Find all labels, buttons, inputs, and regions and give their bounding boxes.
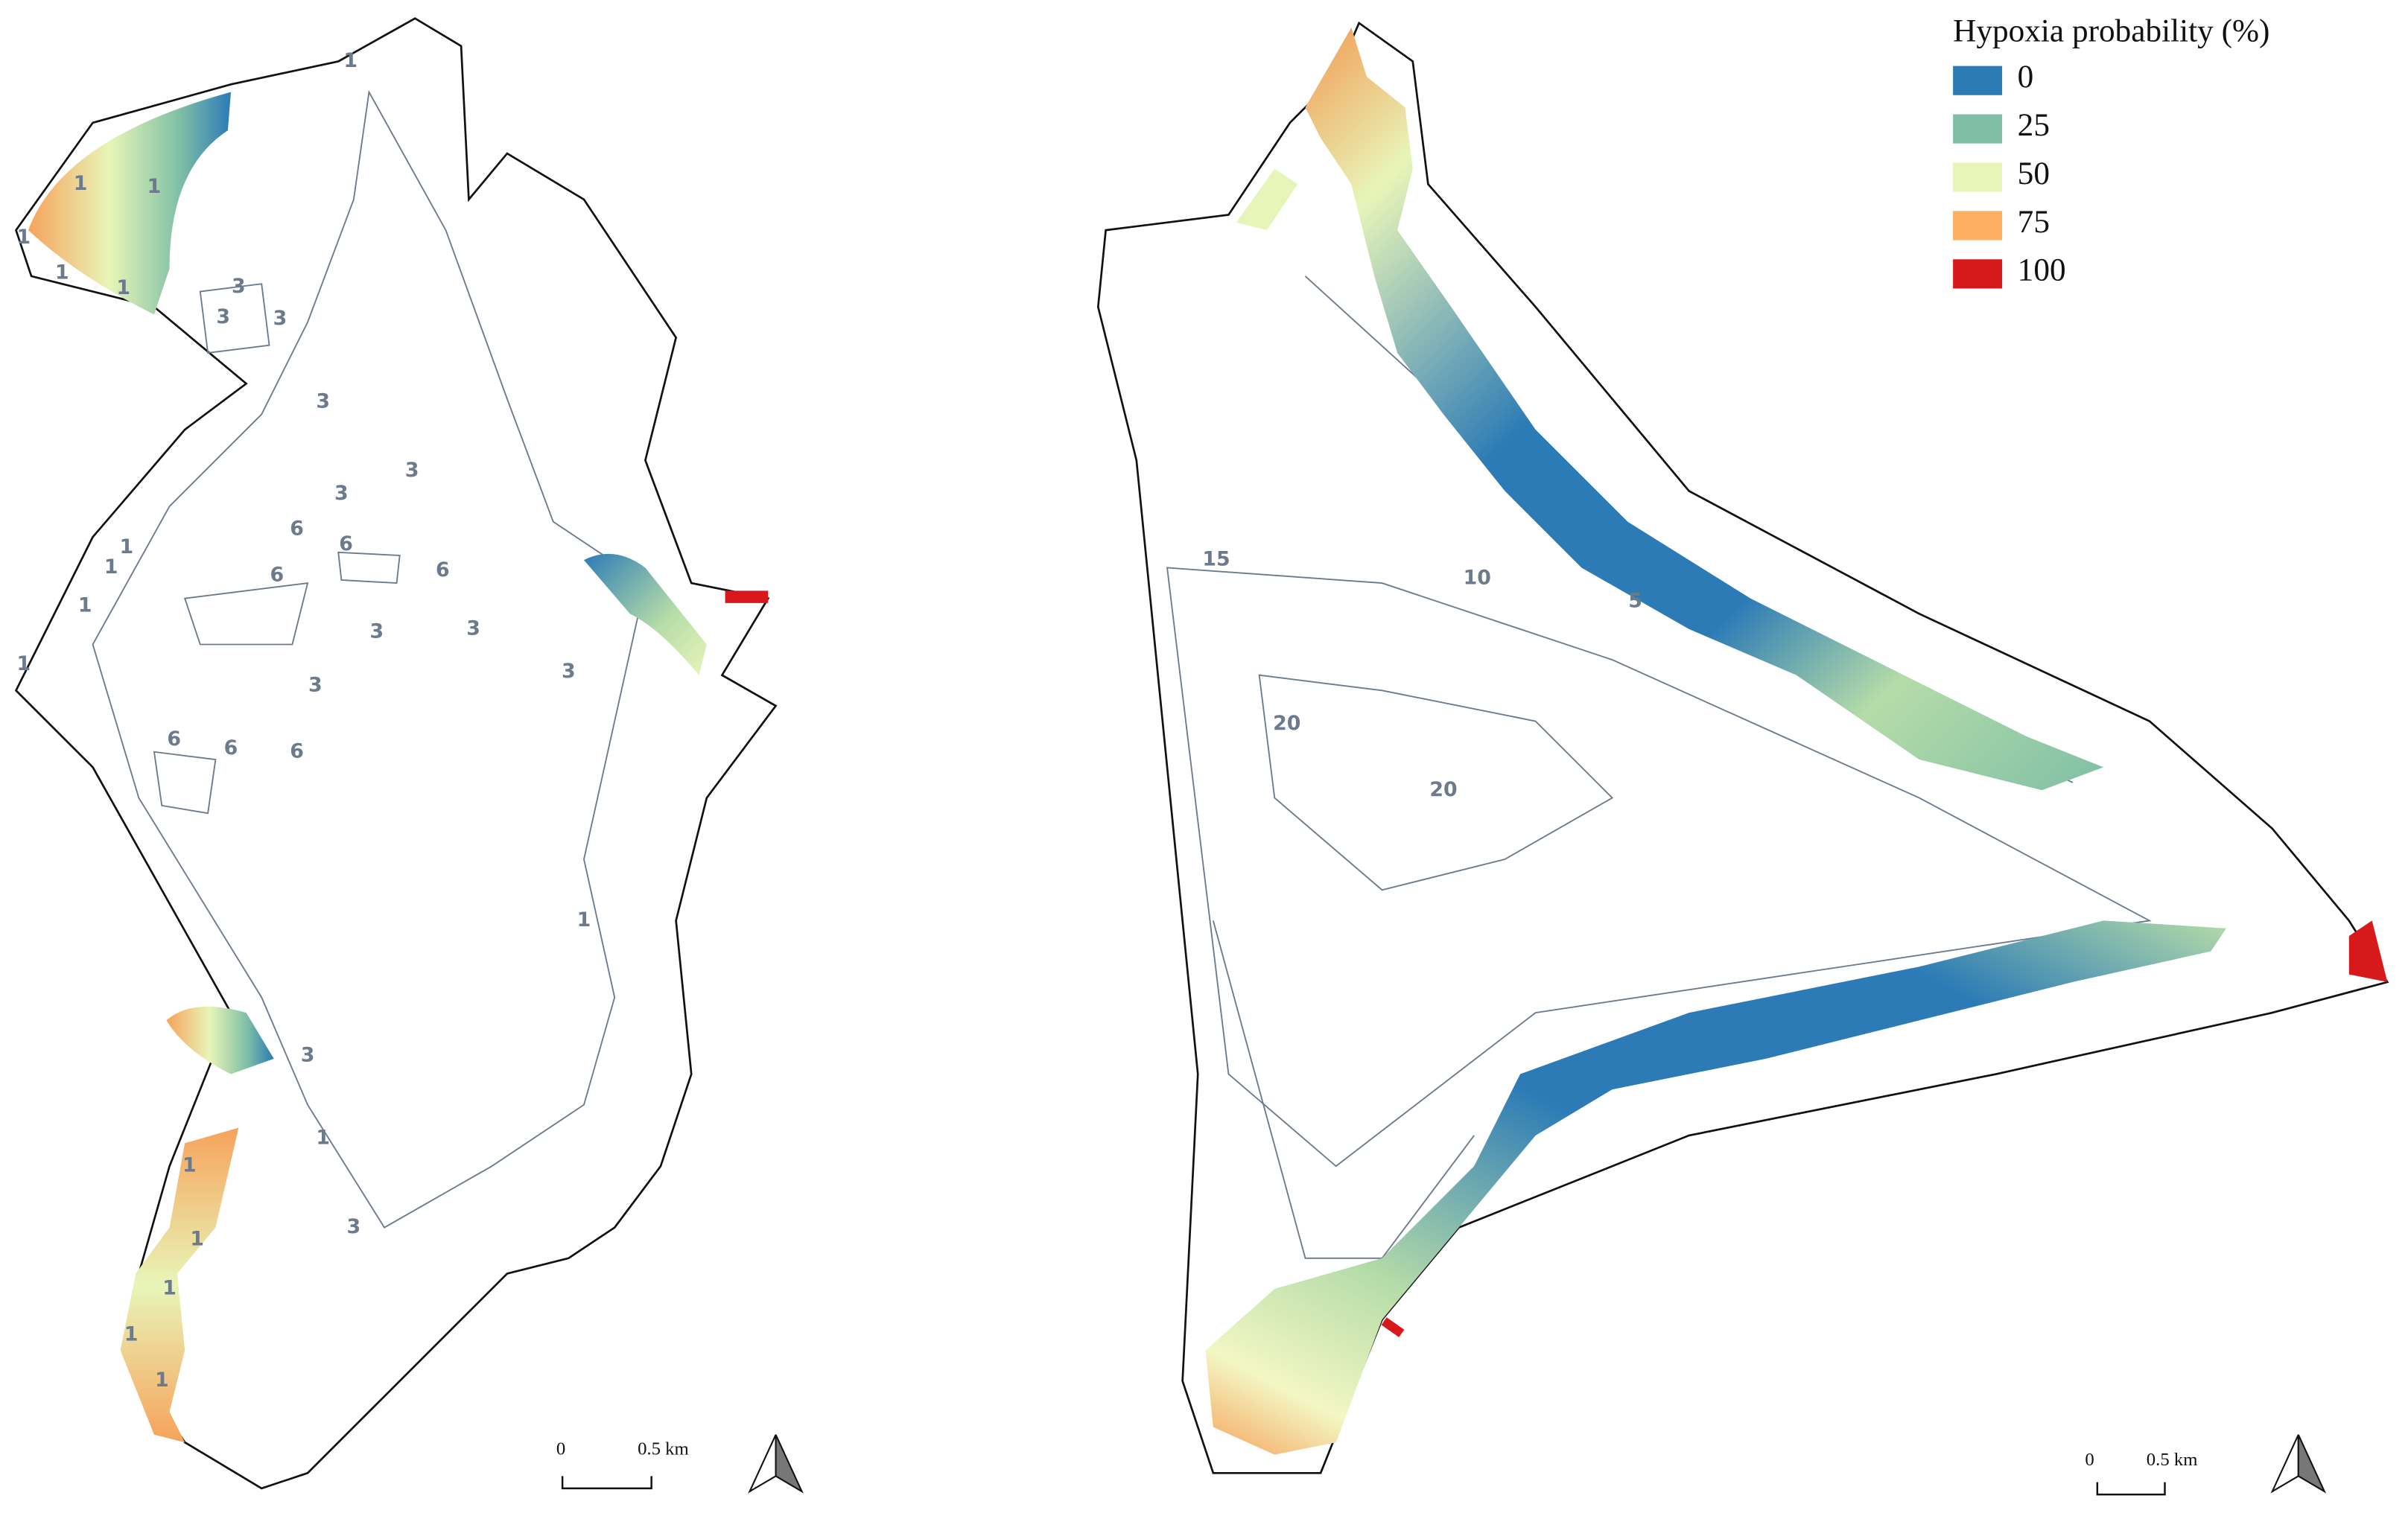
legend-label: 25 (2018, 107, 2050, 143)
north-arrow (748, 1434, 2327, 1494)
contour-label: 6 (436, 558, 450, 582)
contour-label: 6 (290, 517, 304, 540)
contour-label: 1 (16, 226, 31, 249)
contour-label: 20 (1429, 778, 1457, 801)
left-lake (14, 17, 778, 1490)
contour-label: 3 (334, 482, 349, 505)
legend-label: 75 (2018, 204, 2050, 240)
contour-label: 1 (16, 652, 31, 675)
legend-swatch (1953, 259, 2003, 289)
contour-label: 6 (290, 739, 304, 762)
contour-label: 3 (405, 459, 419, 482)
right-lake (1096, 21, 2389, 1474)
legend-title: Hypoxia probability (%) (1953, 13, 2269, 48)
contour-label: 3 (347, 1215, 361, 1238)
contour-label: 3 (562, 660, 576, 683)
scale-end: 0.5 km (638, 1439, 689, 1459)
contour-label: 20 (1273, 712, 1300, 735)
contour-label: 6 (339, 532, 353, 555)
contour-label: 1 (182, 1154, 197, 1177)
contour-label: 3 (308, 674, 323, 697)
contour-label: 1 (155, 1369, 169, 1392)
contour-label: 6 (270, 563, 285, 586)
contour-label: 1 (55, 261, 69, 284)
scale-start: 0 (2085, 1450, 2094, 1470)
contour-label: 1 (577, 908, 591, 931)
contour-label: 1 (190, 1228, 204, 1251)
contour-label: 6 (167, 727, 181, 751)
contour-label: 1 (104, 555, 118, 579)
contour-label: 5 (1628, 589, 1642, 612)
contour-label: 3 (216, 305, 230, 328)
legend-label: 50 (2018, 156, 2050, 191)
legend-swatch (1953, 114, 2003, 144)
scale-bar: 0 0.5 km 0 0.5 km (556, 1439, 2198, 1496)
legend-label: 0 (2018, 59, 2034, 95)
contour-label: 3 (466, 617, 480, 640)
contour-label: 10 (1464, 566, 1491, 589)
contour-label: 3 (316, 389, 330, 413)
contour-label: 1 (147, 175, 162, 198)
contour-label: 1 (162, 1277, 177, 1300)
contour-label: 1 (116, 276, 130, 299)
contour-label: 1 (78, 593, 92, 617)
contour-label: 1 (74, 172, 88, 195)
contour-label: 6 (224, 736, 238, 759)
contour-label: 1 (316, 1127, 330, 1150)
contour-label: 1 (120, 535, 134, 558)
legend-swatch (1953, 66, 2003, 95)
legend-swatch (1953, 162, 2003, 192)
contour-label: 3 (369, 620, 384, 643)
scale-end: 0.5 km (2147, 1450, 2198, 1470)
contour-label: 15 (1202, 548, 1230, 571)
contour-label: 1 (343, 49, 358, 72)
legend-swatch (1953, 211, 2003, 241)
legend-label: 100 (2018, 252, 2066, 288)
scale-start: 0 (556, 1439, 565, 1459)
contour-label: 3 (301, 1043, 315, 1066)
contour-label: 3 (232, 275, 246, 298)
legend: Hypoxia probability (%) 0 25 50 75 100 (1953, 13, 2269, 289)
contour-label: 3 (273, 307, 288, 330)
contour-label: 1 (124, 1322, 139, 1345)
